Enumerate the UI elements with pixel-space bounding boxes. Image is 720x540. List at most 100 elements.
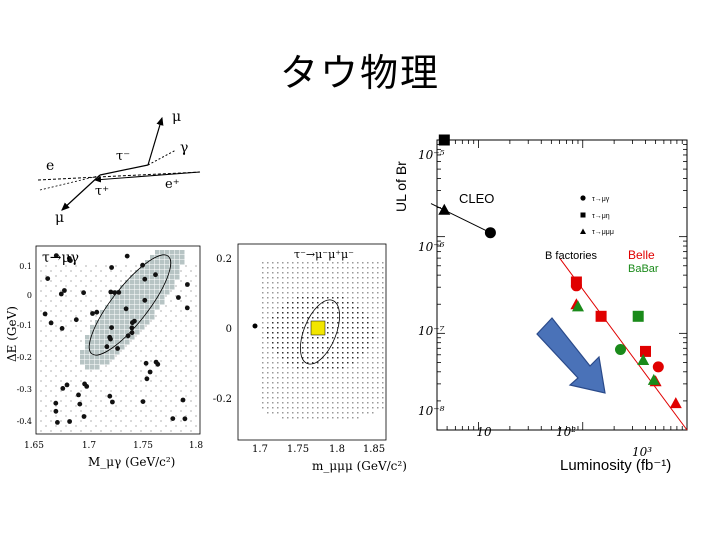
plot-3mu-bg-cell <box>372 367 374 369</box>
plot-mugamma-bg-cell <box>105 320 110 325</box>
plot-mugamma-bg-cell <box>105 330 110 335</box>
plot-mugamma-bg-cell <box>90 390 92 392</box>
plot-mugamma-bg-cell <box>120 345 125 350</box>
plot-3mu-bg-cell <box>362 287 364 289</box>
plot-mugamma-bg-cell <box>115 320 120 325</box>
plot-3mu-bg-cell <box>362 357 364 359</box>
plot-3mu-bg-cell <box>292 367 294 369</box>
plot-mugamma-event <box>58 291 64 297</box>
plot-mugamma-bg-cell <box>55 375 57 377</box>
plot-3mu-bg-cell <box>272 402 274 404</box>
plot-3mu-bg-cell <box>262 272 264 274</box>
plot-mugamma-event <box>144 376 150 382</box>
plot-3mu-bg-cell <box>337 372 339 374</box>
plot-mugamma-bg-cell <box>100 345 105 350</box>
plot-3mu-bg-cell <box>262 327 264 329</box>
plot-mugamma-bg-cell <box>70 350 72 352</box>
plot-3mu-bg-cell <box>262 322 264 324</box>
plot-3mu-bg-cell <box>372 397 374 399</box>
plot-3mu-bg-cell <box>312 317 314 319</box>
plot-mugamma-bg-cell <box>50 380 52 382</box>
plot-3mu-bg-cell <box>382 342 384 344</box>
plot-3mu-bg-cell <box>332 262 334 264</box>
plot-mugamma-bg-cell <box>140 360 142 362</box>
plot-mugamma-event <box>142 297 148 303</box>
plot-3mu-bg-cell <box>322 367 324 369</box>
plot-3mu-bg-cell <box>327 307 329 309</box>
plot-mugamma-bg-cell <box>65 375 67 377</box>
plot-3mu-bg-cell <box>327 392 329 394</box>
plot-3mu-bg-cell <box>327 262 329 264</box>
plot-mugamma-bg-cell <box>160 290 165 295</box>
plot-mugamma-bg-cell <box>110 370 112 372</box>
plot-mugamma-bg-cell <box>150 340 152 342</box>
plot-mugamma-bg-cell <box>115 330 120 335</box>
plot-3mu-bg-cell <box>382 282 384 284</box>
plot-3mu-bg-cell <box>317 382 319 384</box>
plot-mugamma-event <box>59 326 65 331</box>
plot-3mu-bg-cell <box>297 347 299 349</box>
plot-3mu-bg-cell <box>382 307 384 309</box>
plot-3mu-bg-cell <box>312 262 314 264</box>
plot-mugamma-bg-cell <box>85 295 87 297</box>
plot-3mu-bg-cell <box>352 377 354 379</box>
plot-mugamma-bg-cell <box>175 255 180 260</box>
plot-mugamma-event <box>116 290 122 295</box>
plot-3mu-bg-cell <box>317 397 319 399</box>
plot-3mu-bg-cell <box>372 322 374 324</box>
plot-3mu-bg-cell <box>287 302 289 304</box>
plot-3mu-bg-cell <box>342 312 344 314</box>
plot-3mu-bg-cell <box>327 347 329 349</box>
limit-chart-ytick: 10⁻⁷ <box>418 324 445 338</box>
plot-3mu-bg-cell <box>322 402 324 404</box>
plot-3mu-bg-cell <box>372 342 374 344</box>
plot-mugamma-bg-cell <box>175 395 177 397</box>
plot-mugamma-bg-cell <box>195 325 197 327</box>
plot-mugamma-bg-cell <box>65 405 67 407</box>
plot-mugamma-bg-cell <box>160 430 162 432</box>
plot-mugamma-bg-cell <box>110 315 115 320</box>
plot-mugamma-bg-cell <box>100 330 105 335</box>
plot-mugamma-bg-cell <box>50 340 52 342</box>
plot-3mu-bg-cell <box>382 262 384 264</box>
plot-mugamma-event <box>53 253 59 258</box>
plot-mugamma-bg-cell <box>185 335 187 337</box>
plot-mugamma-bg-cell <box>55 275 57 277</box>
plot-3mu-bg-cell <box>277 367 279 369</box>
plot-3mu-event <box>252 323 258 329</box>
plot-3mu-bg-cell <box>262 377 264 379</box>
plot-3mu-bg-cell <box>262 337 264 339</box>
plot-3mu-bg-cell <box>277 297 279 299</box>
plot-3mu-bg-cell <box>377 332 379 334</box>
plot-3mu-bg-cell <box>357 322 359 324</box>
plot-3mu-bg-cell <box>362 332 364 334</box>
plot-3mu-bg-cell <box>367 387 369 389</box>
plot-mugamma-bg-cell <box>175 375 177 377</box>
plot-3mu-bg-cell <box>367 342 369 344</box>
plot-3mu-bg-cell <box>337 417 339 419</box>
plot-3mu-bg-cell <box>327 367 329 369</box>
plot-3mu-bg-cell <box>342 347 344 349</box>
plot-3mu-bg-cell <box>322 282 324 284</box>
limit-chart-xtick: 10² <box>556 425 576 439</box>
plot-3mu-bg-cell <box>262 407 264 409</box>
plot-mugamma-bg-cell <box>90 270 92 272</box>
plot-3mu-bg-cell <box>307 342 309 344</box>
limit-chart-trend-lines <box>430 203 688 431</box>
plot-3mu-bg-cell <box>337 397 339 399</box>
plot-mugamma-bg-cell <box>75 265 77 267</box>
plot-mugamma-bg-cell <box>155 375 157 377</box>
plot-3mu-bg-cell <box>377 387 379 389</box>
plot-3mu-bg-cell <box>287 412 289 414</box>
plot-mugamma-event <box>140 399 146 404</box>
plot-mugamma-bg-cell <box>165 405 167 407</box>
plot-3mu-bg-cell <box>297 367 299 369</box>
plot-mugamma-bg-cell <box>85 265 87 267</box>
plot-mugamma-bg-cell <box>150 260 155 265</box>
plot-3mu-bg-cell <box>362 277 364 279</box>
plot-3mu-bg-cell <box>377 377 379 379</box>
plot-mugamma-bg-cell <box>80 290 82 292</box>
plot-3mu-bg-cell <box>297 412 299 414</box>
plot-3mu-bg-cell <box>382 302 384 304</box>
plot-3mu-bg-cell <box>347 397 349 399</box>
